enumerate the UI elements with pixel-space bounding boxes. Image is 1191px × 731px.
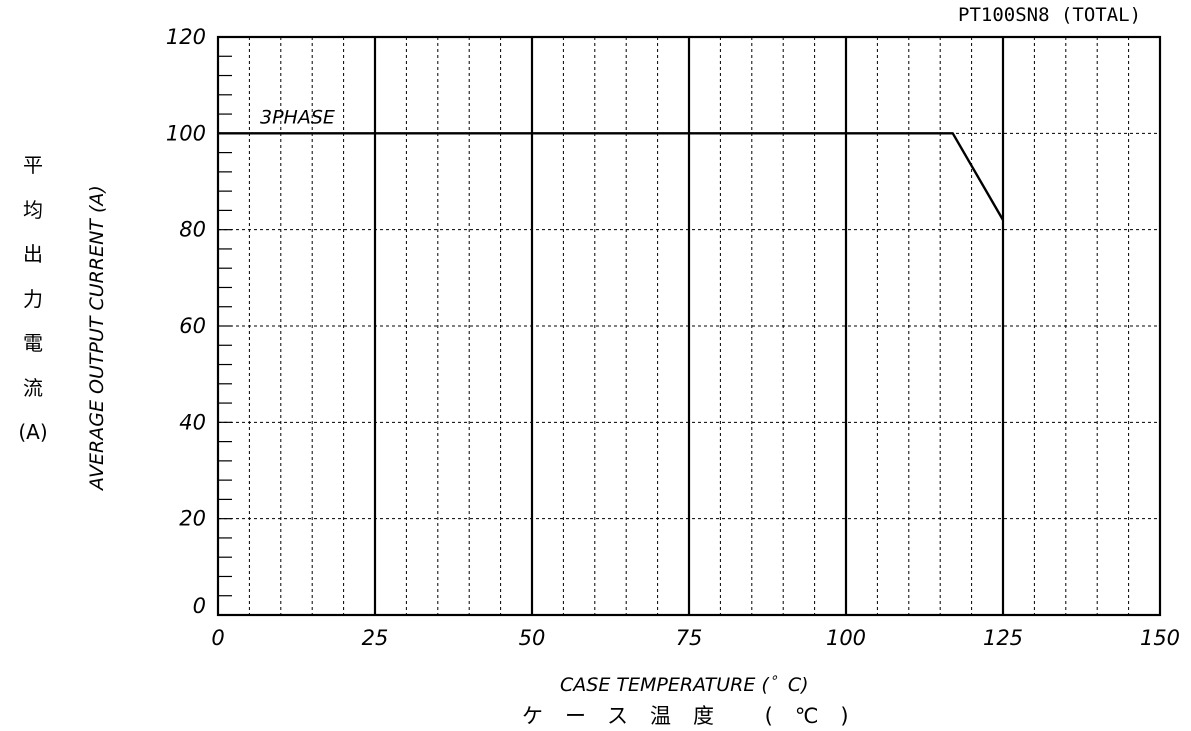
y-axis-jp-char: 均 [23, 197, 43, 222]
series-line [218, 132, 1005, 221]
y-tick-label: 80 [179, 218, 206, 242]
y-axis-jp-char: (A) [18, 420, 48, 444]
y-tick-label: 100 [166, 121, 206, 145]
x-axis-label-japanese: ケース温度 (℃) [522, 704, 871, 728]
y-axis-jp-char: 流 [23, 375, 43, 400]
x-tick-label: 150 [1140, 626, 1180, 650]
x-axis-label: CASE TEMPERATURE (゜C) [560, 674, 809, 696]
y-axis-jp-char: 力 [23, 286, 43, 311]
y-tick-label: 40 [179, 410, 206, 434]
x-tick-label: 100 [826, 626, 866, 650]
y-axis-label-japanese: 平 均 出 力 電 流 (A) [11, 143, 55, 455]
x-tick-label: 125 [983, 626, 1023, 650]
y-tick-label: 60 [179, 314, 206, 338]
chart-title: PT100SN8 (TOTAL) [958, 4, 1142, 26]
plot-frame [216, 35, 1162, 617]
y-tick-label: 0 [193, 594, 206, 618]
x-tick-label: 0 [211, 626, 224, 650]
y-axis-jp-char: 電 [23, 331, 43, 355]
y-axis-jp-char: 出 [23, 242, 43, 266]
x-tick-label: 25 [362, 626, 389, 650]
x-tick-label: 50 [519, 626, 546, 650]
y-tick-label: 20 [179, 507, 206, 531]
y-axis-jp-char: 平 [23, 153, 43, 177]
series-label: 3PHASE [260, 106, 335, 128]
x-tick-label: 75 [676, 626, 703, 650]
y-tick-label: 120 [166, 25, 206, 49]
